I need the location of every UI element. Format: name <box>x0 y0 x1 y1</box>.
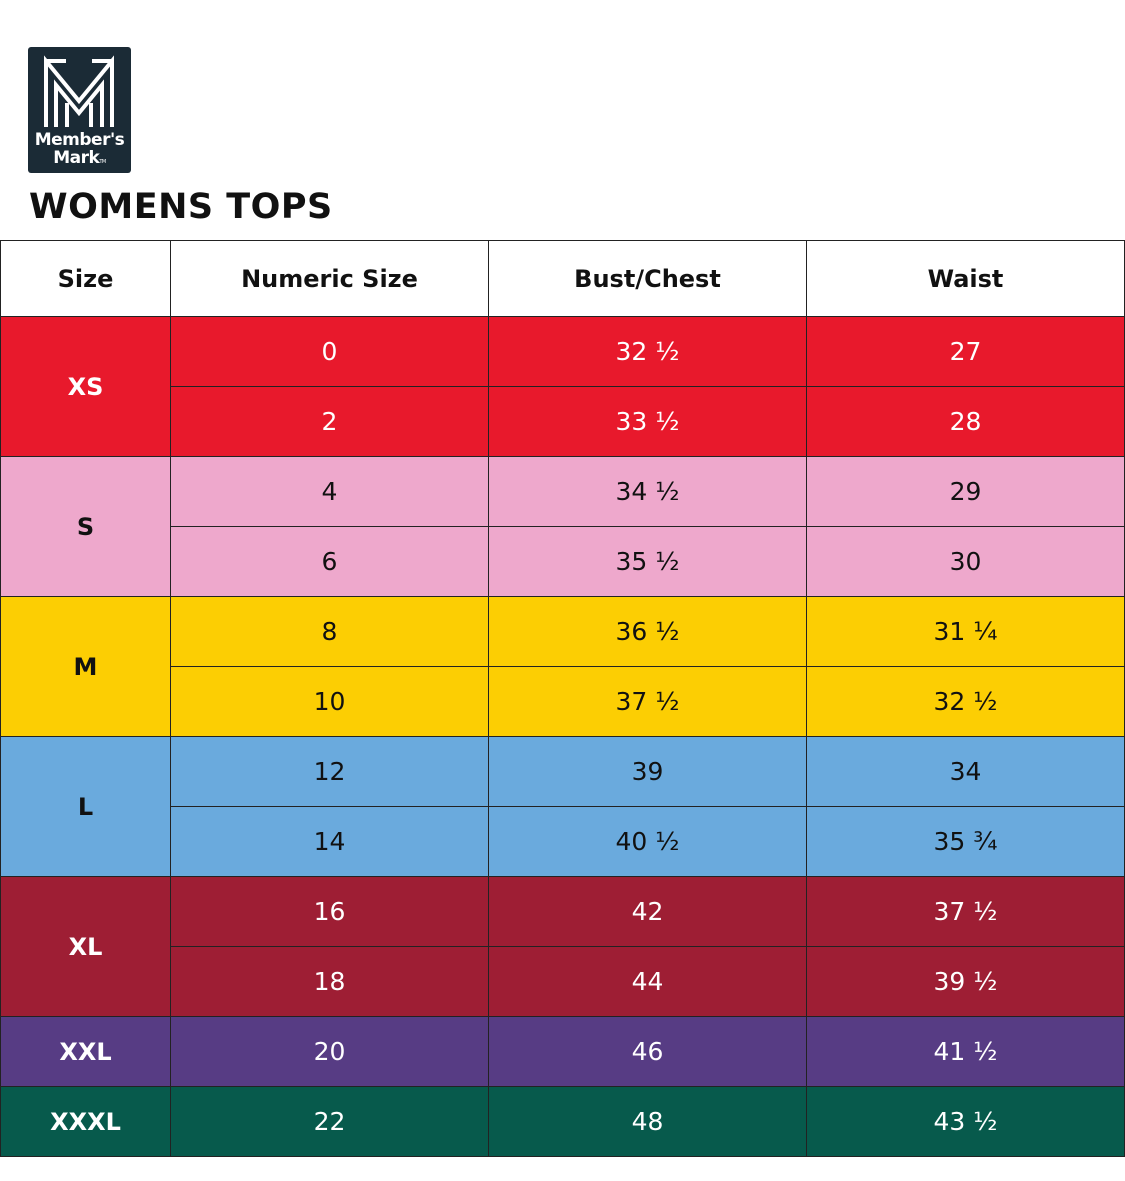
bust-chest-cell: 34 ½ <box>488 456 807 527</box>
numeric-size-cell: 6 <box>170 526 489 597</box>
table-header: Size Numeric Size Bust/Chest Waist <box>0 240 1125 317</box>
m-monogram-icon <box>44 55 114 127</box>
numeric-size-cell: 18 <box>170 946 489 1017</box>
size-label-cell: XL <box>0 876 171 1017</box>
bust-chest-cell: 48 <box>488 1086 807 1157</box>
header-row: Size Numeric Size Bust/Chest Waist <box>0 240 1125 317</box>
waist-cell: 31 ¼ <box>806 596 1125 667</box>
waist-cell: 27 <box>806 316 1125 387</box>
size-chart-table: Size Numeric Size Bust/Chest Waist XS 0 32… <box>0 240 1125 1157</box>
size-label-cell: M <box>0 596 171 737</box>
header-size: Size <box>0 240 171 317</box>
page-title: WOMENS TOPS <box>29 187 333 227</box>
waist-cell: 29 <box>806 456 1125 527</box>
waist-cell: 39 ½ <box>806 946 1125 1017</box>
header-waist: Waist <box>806 240 1125 317</box>
bust-chest-cell: 39 <box>488 736 807 807</box>
logo-text-line1: Member's <box>34 130 125 150</box>
waist-cell: 34 <box>806 736 1125 807</box>
size-label-cell: XXXL <box>0 1086 171 1157</box>
bust-chest-cell: 33 ½ <box>488 386 807 457</box>
table-row: 10 37 ½ 32 ½ <box>0 666 1125 737</box>
size-label-cell: S <box>0 456 171 597</box>
waist-cell: 41 ½ <box>806 1016 1125 1087</box>
numeric-size-cell: 4 <box>170 456 489 527</box>
table-row: S 4 34 ½ 29 <box>0 456 1125 597</box>
table-row: XS 0 32 ½ 27 <box>0 316 1125 457</box>
size-label-cell: XXL <box>0 1016 171 1087</box>
bust-chest-cell: 42 <box>488 876 807 947</box>
numeric-size-cell: 22 <box>170 1086 489 1157</box>
numeric-size-cell: 8 <box>170 596 489 667</box>
members-mark-logo: Member's MarkTM <box>28 47 131 173</box>
table-row: 18 44 39 ½ <box>0 946 1125 1017</box>
numeric-size-cell: 20 <box>170 1016 489 1087</box>
numeric-size-cell: 0 <box>170 316 489 387</box>
numeric-size-cell: 14 <box>170 806 489 877</box>
table-row: XXXL 22 48 43 ½ <box>0 1086 1125 1157</box>
waist-cell: 32 ½ <box>806 666 1125 737</box>
waist-cell: 28 <box>806 386 1125 457</box>
table-row: XXL 20 46 41 ½ <box>0 1016 1125 1087</box>
size-label-cell: L <box>0 736 171 877</box>
bust-chest-cell: 46 <box>488 1016 807 1087</box>
table-row: 2 33 ½ 28 <box>0 386 1125 457</box>
bust-chest-cell: 35 ½ <box>488 526 807 597</box>
numeric-size-cell: 16 <box>170 876 489 947</box>
logo-text-line2: MarkTM <box>28 149 131 171</box>
logo-text-mark: Mark <box>53 148 100 168</box>
header-bust-chest: Bust/Chest <box>488 240 807 317</box>
waist-cell: 37 ½ <box>806 876 1125 947</box>
bust-chest-cell: 37 ½ <box>488 666 807 737</box>
bust-chest-cell: 44 <box>488 946 807 1017</box>
logo-trademark: TM <box>99 159 106 165</box>
bust-chest-cell: 32 ½ <box>488 316 807 387</box>
table-row: L 12 39 34 <box>0 736 1125 877</box>
numeric-size-cell: 10 <box>170 666 489 737</box>
size-label-cell: XS <box>0 316 171 457</box>
waist-cell: 43 ½ <box>806 1086 1125 1157</box>
bust-chest-cell: 40 ½ <box>488 806 807 877</box>
table-row: M 8 36 ½ 31 ¼ <box>0 596 1125 737</box>
table-body: XS 0 32 ½ 27 2 33 ½ 28 S 4 34 ½ 29 6 35 ½ 30 M 8 36 ½ 31 … <box>0 316 1125 1157</box>
bust-chest-cell: 36 ½ <box>488 596 807 667</box>
table-row: 6 35 ½ 30 <box>0 526 1125 597</box>
numeric-size-cell: 12 <box>170 736 489 807</box>
table-row: XL 16 42 37 ½ <box>0 876 1125 1017</box>
waist-cell: 30 <box>806 526 1125 597</box>
numeric-size-cell: 2 <box>170 386 489 457</box>
waist-cell: 35 ¾ <box>806 806 1125 877</box>
header-numeric-size: Numeric Size <box>170 240 489 317</box>
